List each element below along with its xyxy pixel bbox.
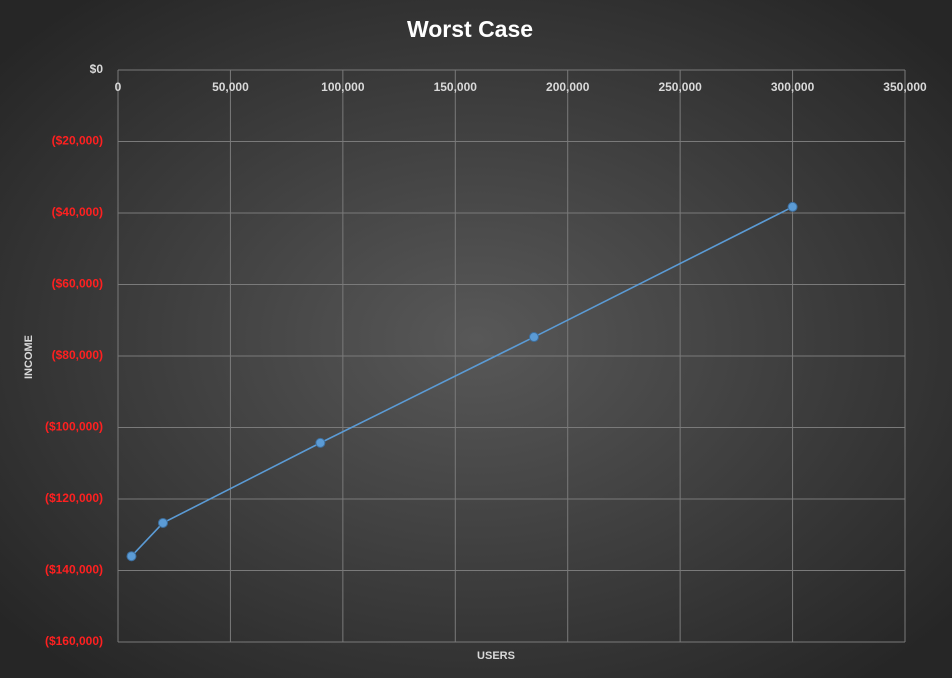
x-tick-label: 0 <box>115 80 122 94</box>
x-axis-title: USERS <box>477 650 515 662</box>
y-tick-label: ($80,000) <box>52 348 103 362</box>
data-point <box>787 201 798 212</box>
x-tick-label: 350,000 <box>883 80 927 94</box>
y-tick-label: $0 <box>90 62 104 76</box>
data-point <box>315 437 326 448</box>
x-tick-label: 150,000 <box>434 80 478 94</box>
y-tick-label: ($120,000) <box>45 491 103 505</box>
x-tick-label: 100,000 <box>321 80 365 94</box>
x-tick-label: 50,000 <box>212 80 249 94</box>
x-tick-label: 200,000 <box>546 80 590 94</box>
chart-title: Worst Case <box>407 16 533 42</box>
data-point <box>157 517 168 528</box>
x-tick-label: 300,000 <box>771 80 815 94</box>
y-tick-label: ($20,000) <box>52 134 103 148</box>
y-tick-label: ($100,000) <box>45 420 103 434</box>
data-point <box>126 551 137 562</box>
y-tick-label: ($140,000) <box>45 563 103 577</box>
y-tick-label: ($60,000) <box>52 277 103 291</box>
x-tick-label: 250,000 <box>658 80 702 94</box>
y-tick-label: ($40,000) <box>52 205 103 219</box>
data-point <box>528 332 539 343</box>
y-axis-title: INCOME <box>23 335 35 379</box>
y-tick-label: ($160,000) <box>45 634 103 648</box>
